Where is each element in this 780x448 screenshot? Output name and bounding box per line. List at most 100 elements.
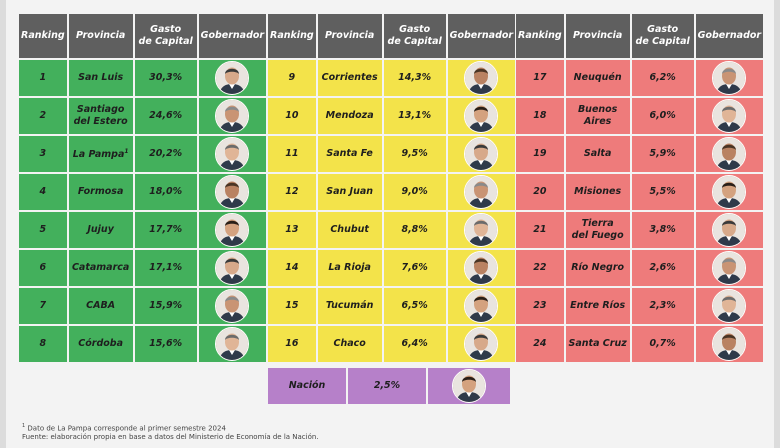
table-row: 7 CABA 15,9% [19,288,267,324]
header-gasto-capital: Gasto de Capital [631,14,694,58]
table-row: 9 Corrientes 14,3% [268,60,516,96]
table-row: 18 Buenos Aires 6,0% [516,98,764,134]
governor-cell [695,136,764,172]
capital-spending-cell: 6,2% [631,60,694,96]
table-row: 24 Santa Cruz 0,7% [516,326,764,362]
governor-photo [215,99,250,133]
rank-cell: 13 [268,212,316,248]
header-ranking: Ranking [268,14,316,58]
governor-photo [464,61,499,95]
header-provincia: Provincia [317,14,382,58]
governor-photo [215,175,250,209]
rank-cell: 12 [268,174,316,210]
table-row: 8 Córdoba 15,6% [19,326,267,362]
governor-photo [215,289,250,323]
capital-spending-cell: 2,6% [631,250,694,286]
governor-photo [215,251,250,285]
province-cell: Corrientes [317,60,382,96]
nacion-label: Nación [268,368,346,404]
footnote-marker: 1 [124,148,129,156]
province-cell: Chaco [317,326,382,362]
governor-cell [198,174,267,210]
province-cell: Río Negro [565,250,630,286]
table-row: 12 San Juan 9,0% [268,174,516,210]
capital-spending-cell: 6,5% [383,288,446,324]
header-provincia: Provincia [565,14,630,58]
governor-cell [447,136,516,172]
province-cell: San Luis [68,60,133,96]
rank-cell: 5 [19,212,67,248]
capital-spending-cell: 20,2% [134,136,197,172]
governor-cell [198,288,267,324]
header-ranking: Ranking [19,14,67,58]
governor-cell [695,326,764,362]
governor-photo [215,213,250,247]
governor-cell [447,288,516,324]
header-gobernador: Gobernador [198,14,267,58]
rank-cell: 20 [516,174,564,210]
governor-photo [712,251,747,285]
rank-cell: 8 [19,326,67,362]
table-row: 11 Santa Fe 9,5% [268,136,516,172]
governor-photo [464,289,499,323]
governor-cell [198,60,267,96]
nacion-capital-spending: 2,5% [348,368,426,404]
capital-spending-cell: 14,3% [383,60,446,96]
table-row: 20 Misiones 5,5% [516,174,764,210]
province-cell: Córdoba [68,326,133,362]
rank-cell: 10 [268,98,316,134]
capital-spending-cell: 3,8% [631,212,694,248]
province-cell: Buenos Aires [565,98,630,134]
capital-spending-cell: 6,0% [631,98,694,134]
province-cell: Jujuy [68,212,133,248]
capital-spending-cell: 24,6% [134,98,197,134]
governor-cell [695,288,764,324]
capital-spending-cell: 7,6% [383,250,446,286]
governor-photo [464,137,499,171]
province-cell: Misiones [565,174,630,210]
table-row: 14 La Rioja 7,6% [268,250,516,286]
governor-photo [712,99,747,133]
table-row: 19 Salta 5,9% [516,136,764,172]
right-frame-border [774,0,780,448]
capital-spending-cell: 9,5% [383,136,446,172]
province-cell: San Juan [317,174,382,210]
table-row: 16 Chaco 6,4% [268,326,516,362]
rank-cell: 17 [516,60,564,96]
rank-cell: 9 [268,60,316,96]
governor-photo [712,213,747,247]
governor-photo [712,137,747,171]
rank-cell: 15 [268,288,316,324]
capital-spending-cell: 18,0% [134,174,197,210]
capital-spending-cell: 5,5% [631,174,694,210]
table-row: 6 Catamarca 17,1% [19,250,267,286]
governor-photo [712,175,747,209]
province-cell: Tierra del Fuego [565,212,630,248]
notes: 1 Dato de La Pampa corresponde al primer… [22,422,319,442]
table-row: 2 Santiago del Estero 24,6% [19,98,267,134]
province-cell: La Pampa1 [68,136,133,172]
governor-photo [215,61,250,95]
rank-cell: 6 [19,250,67,286]
governor-cell [198,136,267,172]
table-row: 22 Río Negro 2,6% [516,250,764,286]
governor-cell [447,60,516,96]
province-cell: Entre Ríos [565,288,630,324]
capital-spending-cell: 5,9% [631,136,694,172]
governor-cell [695,174,764,210]
header-provincia: Provincia [68,14,133,58]
governor-photo [215,327,250,361]
governor-photo [215,137,250,171]
rank-cell: 19 [516,136,564,172]
table-row: 23 Entre Ríos 2,3% [516,288,764,324]
rank-cell: 2 [19,98,67,134]
province-name: La Pampa [72,149,125,161]
governor-photo [464,99,499,133]
footnote-text: Dato de La Pampa corresponde al primer s… [25,424,226,433]
rank-cell: 14 [268,250,316,286]
province-cell: Santiago del Estero [68,98,133,134]
capital-spending-cell: 8,8% [383,212,446,248]
governor-cell [447,250,516,286]
rank-cell: 4 [19,174,67,210]
capital-spending-cell: 6,4% [383,326,446,362]
